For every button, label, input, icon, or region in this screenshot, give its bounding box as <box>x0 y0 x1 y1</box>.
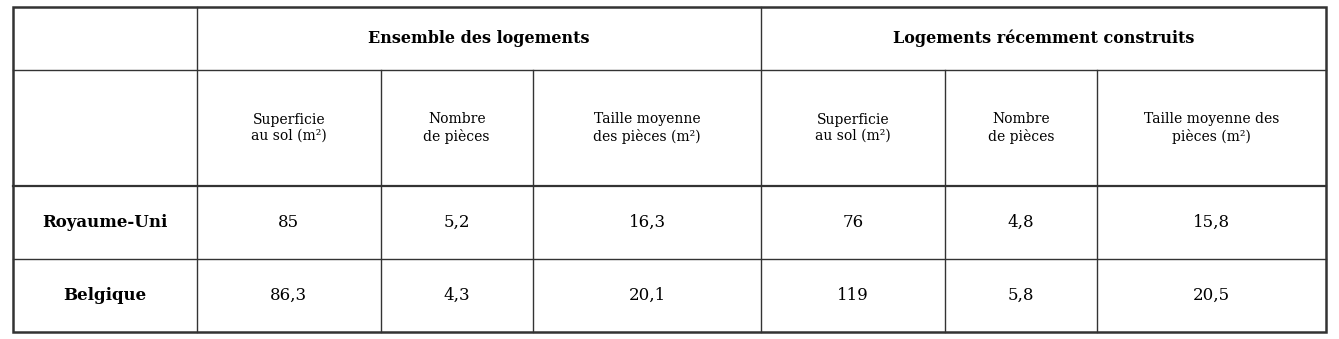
Text: Nombre
de pièces: Nombre de pièces <box>423 112 490 144</box>
Text: 86,3: 86,3 <box>270 287 308 304</box>
Text: 5,8: 5,8 <box>1008 287 1034 304</box>
Text: Nombre
de pièces: Nombre de pièces <box>988 112 1054 144</box>
Text: Royaume-Uni: Royaume-Uni <box>43 214 167 231</box>
Text: 4,8: 4,8 <box>1008 214 1034 231</box>
Text: 20,1: 20,1 <box>628 287 665 304</box>
Text: Superficie
au sol (m²): Superficie au sol (m²) <box>250 113 327 143</box>
Text: 15,8: 15,8 <box>1193 214 1231 231</box>
Text: 76: 76 <box>842 214 864 231</box>
Text: 16,3: 16,3 <box>628 214 665 231</box>
Text: Taille moyenne
des pièces (m²): Taille moyenne des pièces (m²) <box>593 112 700 144</box>
Text: Taille moyenne des
pièces (m²): Taille moyenne des pièces (m²) <box>1144 112 1279 144</box>
Text: Superficie
au sol (m²): Superficie au sol (m²) <box>815 113 890 143</box>
Text: 5,2: 5,2 <box>443 214 470 231</box>
Text: Ensemble des logements: Ensemble des logements <box>368 30 590 47</box>
Text: 119: 119 <box>837 287 869 304</box>
Text: 85: 85 <box>279 214 300 231</box>
Text: Logements récemment construits: Logements récemment construits <box>893 30 1194 47</box>
Text: Belgique: Belgique <box>64 287 147 304</box>
Text: 4,3: 4,3 <box>443 287 470 304</box>
Text: 20,5: 20,5 <box>1193 287 1231 304</box>
